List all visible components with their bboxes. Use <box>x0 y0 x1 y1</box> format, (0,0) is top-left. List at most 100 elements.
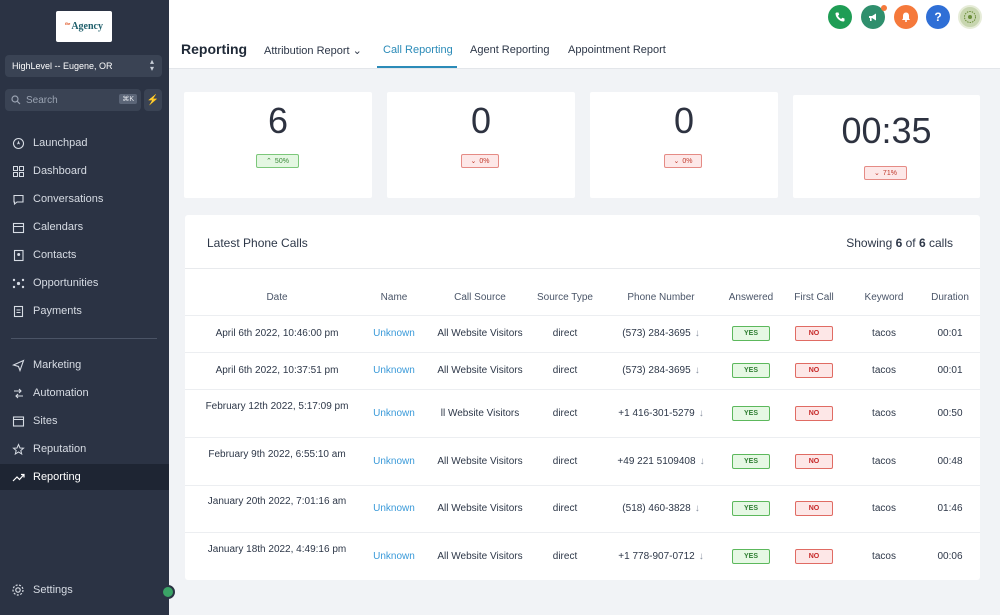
cell-phone-number: (573) 284-3695 ↓ <box>606 327 716 340</box>
answered-badge: YES <box>732 406 770 421</box>
stat-value: 00:35 <box>841 110 932 151</box>
quick-action-bolt-icon[interactable]: ⚡ <box>144 89 162 111</box>
column-header-duration[interactable]: Duration <box>931 292 969 303</box>
cell-name[interactable]: Unknown <box>373 408 415 419</box>
phone-text: (518) 460-3828 <box>622 503 691 514</box>
sidebar-item-label: Payments <box>33 305 82 317</box>
answered-badge: YES <box>732 363 770 378</box>
sidebar-item-reporting[interactable]: Reporting <box>0 464 169 490</box>
cell-phone-number: (573) 284-3695 ↓ <box>606 364 716 377</box>
column-header-date[interactable]: Date <box>266 292 288 303</box>
column-header-keyword[interactable]: Keyword <box>864 292 904 303</box>
sidebar-item-label: Conversations <box>33 193 104 205</box>
cell-call-source: All Website Visitors <box>437 328 523 339</box>
column-header-source-type[interactable]: Source Type <box>537 292 593 303</box>
sidebar-item-opportunities[interactable]: Opportunities <box>0 270 169 296</box>
contacts-icon <box>11 248 25 262</box>
send-icon <box>11 358 25 372</box>
help-button[interactable]: ? <box>926 5 950 29</box>
sidebar-divider <box>11 338 157 339</box>
rocket-icon <box>11 136 25 150</box>
cell-duration: 00:06 <box>937 551 963 562</box>
tab-agent-reporting[interactable]: Agent Reporting <box>470 44 550 56</box>
status-dot <box>161 585 175 599</box>
sidebar-item-calendars[interactable]: Calendars <box>0 214 169 240</box>
column-header-call-source[interactable]: Call Source <box>454 292 506 303</box>
location-switcher[interactable]: HighLevel -- Eugene, OR ▴ ▾ <box>5 55 162 77</box>
first-call-badge: NO <box>795 501 833 516</box>
cell-source-type: direct <box>552 551 578 562</box>
cell-name[interactable]: Unknown <box>373 328 415 339</box>
stat-card-answered: 0 ⌄ 0% <box>387 92 575 198</box>
phone-text: (573) 284-3695 <box>622 328 691 339</box>
avatar-icon <box>964 11 976 23</box>
sidebar-item-contacts[interactable]: Contacts <box>0 242 169 268</box>
sidebar-item-dashboard[interactable]: Dashboard <box>0 158 169 184</box>
sidebar-item-sites[interactable]: Sites <box>0 408 169 434</box>
cell-duration: 00:01 <box>937 328 963 339</box>
cell-keyword: tacos <box>872 503 896 514</box>
cell-name[interactable]: Unknown <box>373 365 415 376</box>
divider <box>185 268 980 269</box>
column-header-phone-number[interactable]: Phone Number <box>627 292 695 303</box>
agency-logo[interactable]: theAgency <box>56 11 112 42</box>
cell-source-type: direct <box>552 328 578 339</box>
sidebar-item-label: Settings <box>33 584 73 596</box>
chat-icon <box>11 192 25 206</box>
row-divider <box>185 352 980 353</box>
phone-button[interactable] <box>828 5 852 29</box>
cell-phone-number: +49 221 5109408 ↓ <box>606 455 716 468</box>
sidebar-item-launchpad[interactable]: Launchpad <box>0 130 169 156</box>
cell-name[interactable]: Unknown <box>373 503 415 514</box>
calendar-icon <box>11 220 25 234</box>
arrow-down-icon: ↓ <box>694 503 700 514</box>
column-header-answered[interactable]: Answered <box>728 292 774 303</box>
sidebar-item-marketing[interactable]: Marketing <box>0 352 169 378</box>
column-header-first-call[interactable]: First Call <box>794 292 834 303</box>
avatar[interactable] <box>958 5 982 29</box>
row-divider <box>185 437 980 438</box>
change-pill: ⌄ 71% <box>864 166 907 180</box>
arrow-down-icon: ↓ <box>694 365 700 376</box>
cell-keyword: tacos <box>872 551 896 562</box>
change-pill: ⌄ 0% <box>461 154 499 168</box>
chevron-up-icon: ⌃ <box>266 158 272 165</box>
cell-name[interactable]: Unknown <box>373 456 415 467</box>
cell-date: February 9th 2022, 6:55:10 am <box>208 449 346 460</box>
cell-call-source: All Website Visitors <box>437 551 523 562</box>
sidebar-item-settings[interactable]: Settings <box>0 577 169 603</box>
notifications-button[interactable] <box>894 5 918 29</box>
grid-icon <box>11 164 25 178</box>
column-header-name[interactable]: Name <box>380 292 408 303</box>
tab-appointment-report[interactable]: Appointment Report <box>568 44 666 56</box>
latest-phone-calls-card: Latest Phone Calls Showing 6 of 6 calls … <box>185 215 980 580</box>
first-call-badge: NO <box>795 549 833 564</box>
change-pill: ⌄ 0% <box>664 154 702 168</box>
megaphone-icon <box>869 13 876 21</box>
sidebar-item-label: Marketing <box>33 359 82 371</box>
receipt-icon <box>11 304 25 318</box>
tab-call-reporting[interactable]: Call Reporting <box>383 44 453 56</box>
search-input[interactable]: Search ⌘K <box>5 89 141 111</box>
cell-name[interactable]: Unknown <box>373 551 415 562</box>
trend-icon <box>11 470 25 484</box>
cell-date: January 18th 2022, 4:49:16 pm <box>207 544 347 555</box>
row-divider <box>185 315 980 316</box>
cell-duration: 00:01 <box>937 365 963 376</box>
cell-source-type: direct <box>552 503 578 514</box>
sidebar-item-payments[interactable]: Payments <box>0 298 169 324</box>
sidebar-item-label: Sites <box>33 415 58 427</box>
tab-attribution-report[interactable]: Attribution Report ⌄ <box>264 45 362 57</box>
sidebar-item-conversations[interactable]: Conversations <box>0 186 169 212</box>
sidebar-item-automation[interactable]: Automation <box>0 380 169 406</box>
chevron-updown-icon: ▴ ▾ <box>149 57 154 73</box>
cell-keyword: tacos <box>872 365 896 376</box>
sidebar-item-label: Contacts <box>33 249 77 261</box>
page-title: Reporting <box>181 41 248 57</box>
phone-icon <box>835 12 845 22</box>
first-call-badge: NO <box>795 363 833 378</box>
cell-keyword: tacos <box>872 408 896 419</box>
sidebar-item-reputation[interactable]: Reputation <box>0 436 169 462</box>
sidebar-item-label: Opportunities <box>33 277 99 289</box>
row-divider <box>185 389 980 390</box>
